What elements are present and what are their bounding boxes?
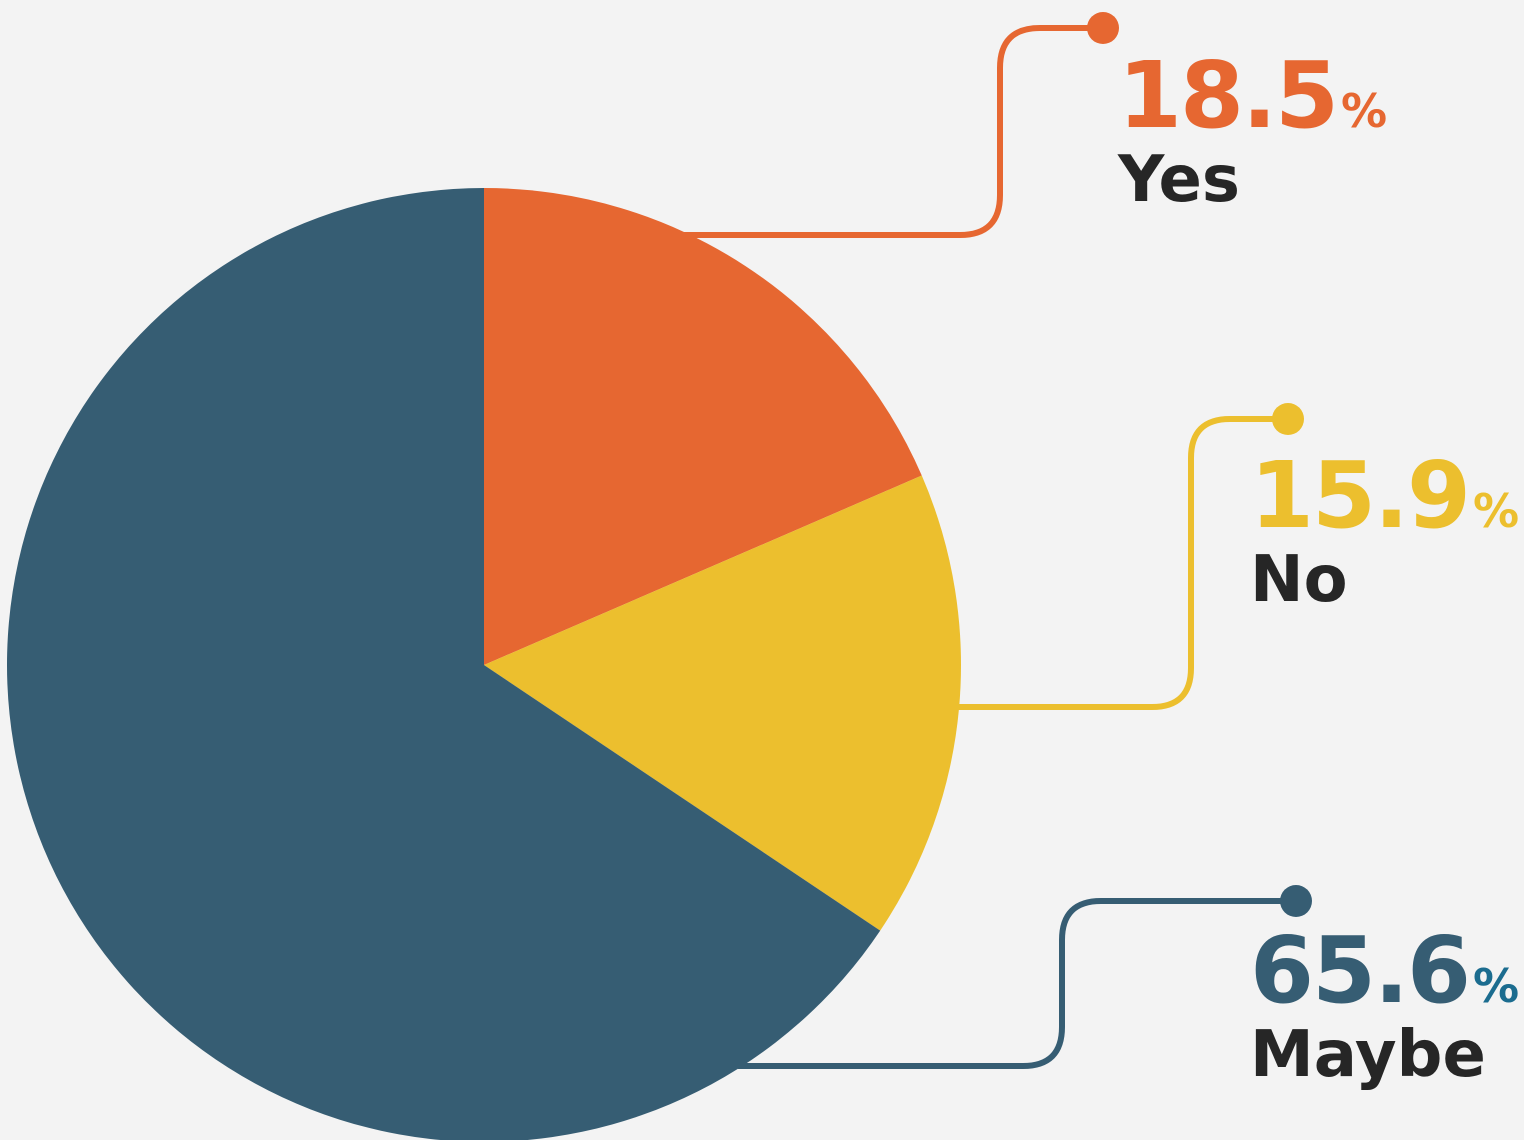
category-label-maybe: Maybe <box>1250 1018 1486 1092</box>
callout-label-yes: 18.5% Yes <box>1118 50 1388 217</box>
percent-value-yes: 18.5 <box>1118 42 1339 149</box>
callout-line-no <box>957 416 1288 710</box>
percent-value-no: 15.9 <box>1250 442 1471 549</box>
pie-slice-maybe <box>7 188 881 1140</box>
percent-sign-no: % <box>1473 484 1520 538</box>
callout-label-maybe: 65.6% Maybe <box>1250 925 1520 1092</box>
category-label-yes: Yes <box>1118 143 1240 217</box>
pie-slice-no <box>484 475 961 931</box>
pie-slice-yes <box>484 188 922 665</box>
callout-line-yes <box>680 25 1103 238</box>
callout-dot-yes <box>1087 12 1119 44</box>
percent-sign-yes: % <box>1341 84 1388 138</box>
percent-value-maybe: 65.6 <box>1250 917 1471 1024</box>
callout-line-maybe <box>738 898 1296 1069</box>
percent-sign-maybe: % <box>1473 959 1520 1013</box>
callout-dot-no <box>1272 403 1304 435</box>
callout-label-no: 15.9% No <box>1250 450 1520 617</box>
category-label-no: No <box>1250 543 1348 617</box>
callout-dot-maybe <box>1280 885 1312 917</box>
